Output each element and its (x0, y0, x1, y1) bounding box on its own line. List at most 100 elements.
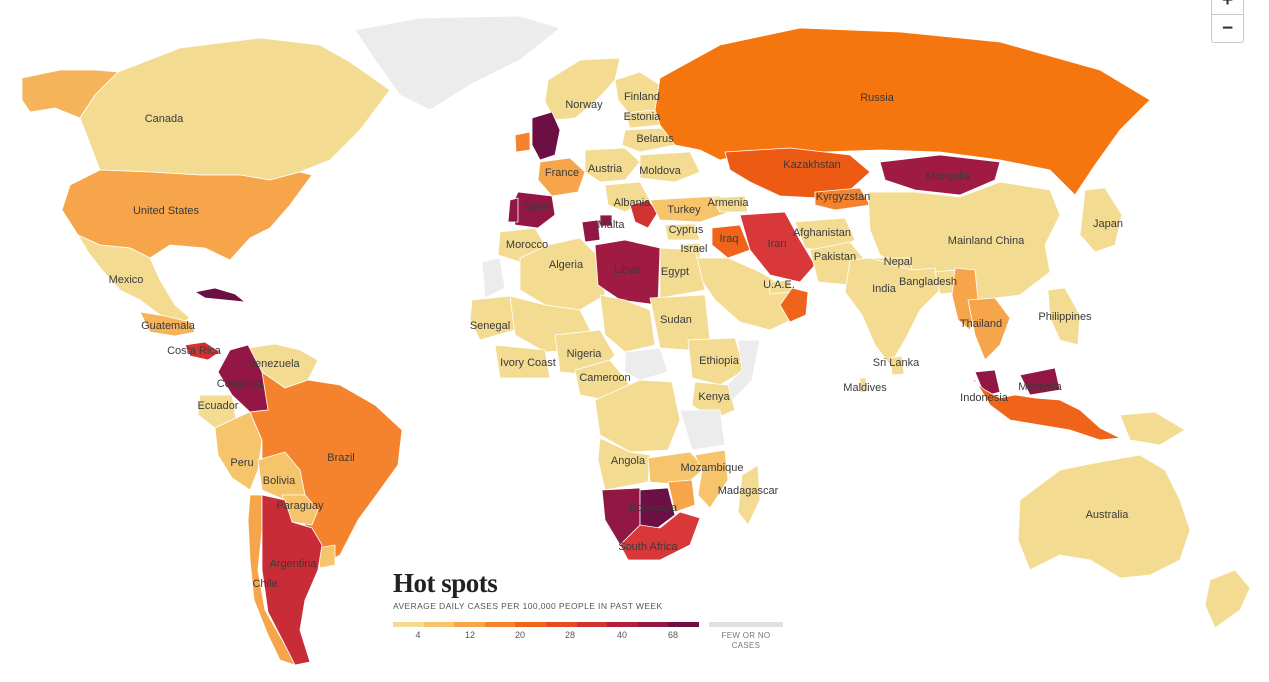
country-malta[interactable] (599, 214, 613, 227)
label-peru: Peru (230, 457, 253, 469)
country-cuba[interactable] (194, 287, 246, 303)
country-tunisia[interactable] (581, 219, 601, 243)
country-iran[interactable] (739, 211, 816, 283)
country-zimbabwe[interactable] (667, 479, 696, 513)
country-turkey[interactable] (649, 195, 736, 223)
label-south-africa: South Africa (618, 541, 678, 553)
country-papua-new-guinea[interactable] (1119, 411, 1186, 446)
country-ethiopia[interactable] (687, 337, 746, 386)
country-mongolia[interactable] (879, 154, 1001, 196)
label-morocco: Morocco (506, 239, 548, 251)
country-mozambique[interactable] (694, 449, 729, 509)
zoom-out-button[interactable]: − (1212, 14, 1243, 42)
country-argentina[interactable] (261, 494, 323, 666)
label-indonesia: Indonesia (960, 392, 1009, 404)
country-angola[interactable] (597, 437, 651, 491)
country-zambia[interactable] (647, 451, 706, 486)
label-israel: Israel (681, 243, 708, 255)
label-malaysia: Malaysia (1018, 381, 1062, 393)
label-brazil: Brazil (327, 452, 355, 464)
label-madagascar: Madagascar (718, 485, 779, 497)
country-united-kingdom[interactable] (531, 111, 561, 161)
label-nepal: Nepal (884, 256, 913, 268)
country-moldova[interactable] (639, 151, 701, 183)
country-senegal[interactable] (469, 295, 516, 341)
country-norway[interactable] (544, 57, 621, 121)
legend-ticks: 4 12 20 28 40 68 (393, 630, 699, 644)
label-botswana: Botswana (629, 502, 678, 514)
country-central-african-republic[interactable] (624, 347, 669, 381)
country-peru[interactable] (214, 411, 263, 491)
country-western-sahara[interactable] (481, 257, 506, 299)
label-costa-rica: Costa Rica (167, 345, 222, 357)
label-mexico: Mexico (109, 274, 144, 286)
country-brazil[interactable] (249, 371, 403, 566)
country-kyrgyzstan[interactable] (814, 187, 871, 211)
country-belarus[interactable] (621, 127, 676, 153)
legend-swatch (484, 622, 516, 627)
label-argentina: Argentina (269, 558, 317, 570)
legend-tick-label: 4 (415, 630, 421, 640)
country-arabia[interactable] (694, 257, 796, 331)
country-indonesia[interactable] (954, 374, 1121, 441)
label-ethiopia: Ethiopia (699, 355, 740, 367)
country-madagascar[interactable] (737, 464, 761, 526)
label-colombia: Colombia (217, 378, 264, 390)
country-south-africa[interactable] (619, 511, 701, 561)
label-india: India (872, 283, 897, 295)
legend-swatch (545, 622, 577, 627)
label-uae: U.A.E. (763, 279, 795, 291)
country-greece[interactable] (629, 199, 659, 229)
country-maldives[interactable] (859, 377, 867, 393)
legend-swatch (515, 622, 546, 627)
country-algeria[interactable] (519, 237, 606, 311)
label-spain: Spain (524, 200, 552, 212)
legend-swatch (637, 622, 669, 627)
country-iraq[interactable] (711, 224, 751, 259)
country-ivory-coast[interactable] (494, 344, 551, 379)
country-sri-lanka[interactable] (889, 355, 905, 376)
country-greenland[interactable] (354, 15, 561, 111)
country-chad[interactable] (599, 294, 656, 353)
legend-swatch (423, 622, 455, 627)
country-botswana[interactable] (639, 487, 676, 531)
country-philippines[interactable] (1047, 287, 1081, 346)
country-armenia[interactable] (711, 195, 749, 213)
country-costa-rica[interactable] (184, 341, 221, 361)
country-new-zealand[interactable] (1204, 569, 1251, 629)
country-guatemala[interactable] (139, 311, 196, 337)
country-portugal[interactable] (507, 197, 519, 223)
country-austria[interactable] (584, 147, 641, 183)
label-mozambique: Mozambique (681, 462, 744, 474)
country-tanzania[interactable] (679, 409, 726, 451)
label-moldova: Moldova (639, 165, 681, 177)
country-thailand[interactable] (967, 297, 1011, 361)
country-cyprus[interactable] (664, 223, 701, 241)
country-dr-congo[interactable] (594, 379, 681, 453)
label-guatemala: Guatemala (141, 320, 196, 332)
label-kenya: Kenya (698, 391, 730, 403)
label-maldives: Maldives (843, 382, 887, 394)
legend-subtitle: AVERAGE DAILY CASES PER 100,000 PEOPLE I… (393, 601, 663, 611)
country-japan[interactable] (1079, 187, 1123, 253)
label-nigeria: Nigeria (567, 348, 603, 360)
country-oman[interactable] (779, 287, 809, 323)
label-sri-lanka: Sri Lanka (873, 357, 920, 369)
country-russia[interactable] (654, 27, 1151, 196)
country-france[interactable] (537, 157, 586, 197)
label-france: France (545, 167, 579, 179)
label-malta: Malta (598, 219, 626, 231)
country-egypt[interactable] (659, 247, 706, 299)
country-australia[interactable] (1017, 454, 1191, 579)
legend-swatch (454, 622, 485, 627)
label-algeria: Algeria (549, 259, 584, 271)
country-india[interactable] (844, 257, 941, 366)
label-australia: Australia (1086, 509, 1130, 521)
country-ireland[interactable] (514, 131, 531, 153)
zoom-in-button[interactable]: + (1221, 0, 1234, 11)
country-canada[interactable] (79, 37, 391, 181)
zoom-controls: + − (1211, 0, 1244, 43)
label-united-states: United States (133, 205, 200, 217)
